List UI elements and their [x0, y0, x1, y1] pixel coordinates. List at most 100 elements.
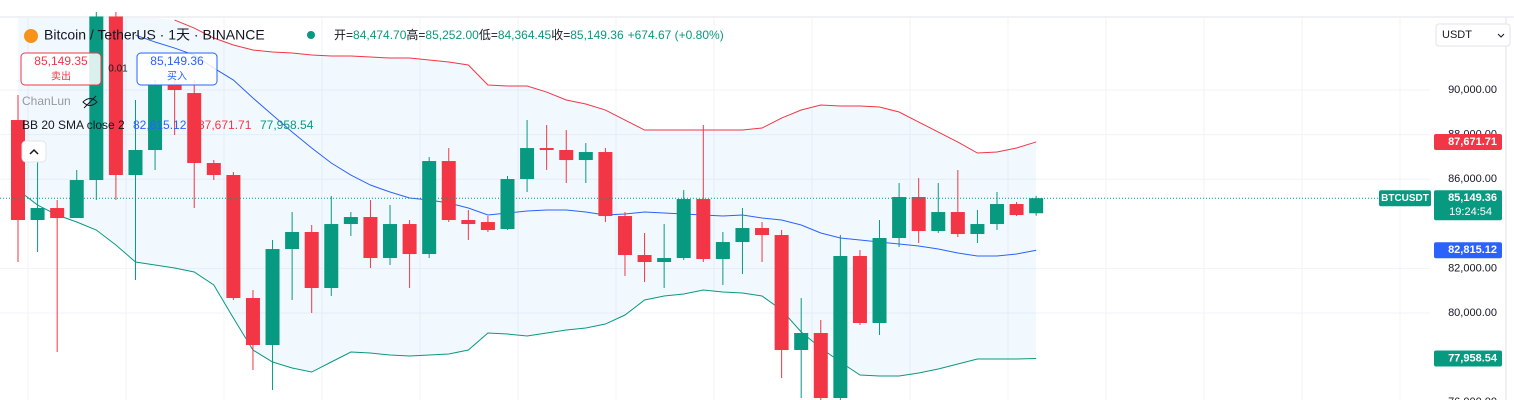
candle-body [245, 298, 260, 346]
buy-label: 买入 [167, 71, 187, 83]
y-tick-label: 90,000.00 [1448, 84, 1497, 96]
candle-body [363, 217, 378, 259]
candle-body [206, 163, 221, 176]
candle-body [715, 242, 730, 260]
candle-body [598, 152, 613, 217]
candle-body [950, 212, 965, 235]
candle-body [187, 93, 202, 164]
candle-body [128, 150, 143, 176]
candle-body [559, 150, 574, 161]
candle-body [578, 152, 593, 161]
spread: 0.01 [108, 64, 128, 75]
candle-body [1009, 204, 1024, 216]
candle-body [833, 256, 848, 399]
eye-slash [83, 95, 97, 109]
candle-body [794, 333, 809, 351]
candle-body [657, 258, 672, 263]
price-badge [1434, 350, 1502, 367]
candle-body [735, 228, 750, 243]
candle-body [755, 228, 770, 236]
band-line [17, 189, 1037, 377]
ohlc-label: 开= [334, 28, 353, 42]
currency-label: USDT [1442, 29, 1472, 41]
candle-body [324, 224, 339, 289]
toolbar [0, 0, 1514, 17]
candle-body [11, 120, 25, 221]
hide-icon[interactable] [82, 95, 98, 109]
candle-body [402, 224, 417, 255]
ticker-badge [1379, 190, 1431, 207]
candle-body [931, 212, 946, 232]
y-tick-label: 82,000.00 [1448, 262, 1497, 274]
candle-body [343, 217, 358, 225]
candle-body [285, 232, 300, 250]
candle-body [500, 179, 515, 230]
ohlc-change: +674.67 (+0.80%) [628, 28, 724, 42]
candle-body [539, 148, 554, 151]
y-tick-label: 76,000.00 [1448, 396, 1497, 400]
candle-body [226, 175, 241, 299]
sell-button[interactable] [20, 52, 102, 86]
buy-button[interactable] [136, 52, 218, 86]
candle-body [852, 256, 867, 324]
currency-select[interactable]: USDT [1435, 23, 1511, 47]
candle-body [813, 333, 828, 399]
price-axis: 76,000.0080,000.0082,000.0086,000.0088,0… [1379, 84, 1502, 400]
collapse-button[interactable] [21, 140, 47, 163]
candle-body [1029, 198, 1044, 214]
ohlc-value: 85,252.00 [425, 28, 479, 42]
candle-body [441, 161, 456, 221]
price-badge-label: 87,671.71 [1448, 136, 1497, 148]
plot [0, 11, 1430, 400]
bb-middle: 82,815.12 [133, 118, 187, 132]
last-price-badge [1434, 190, 1502, 221]
band-line [174, 19, 1037, 154]
candle-body [383, 224, 398, 259]
y-tick-label: 80,000.00 [1448, 307, 1497, 319]
ohlc-label: 收= [551, 28, 570, 42]
collapse-icon [29, 148, 39, 155]
bb-lower: 77,958.54 [260, 118, 314, 132]
indicator-legend: ChanLun BB 20 SMA close 2 82,815.12 87,6… [21, 94, 314, 163]
candle-body [520, 148, 535, 180]
symbol[interactable]: Bitcoin / TetherUS · 1天 · BINANCE [44, 27, 265, 43]
legend-header: Bitcoin / TetherUS · 1天 · BINANCE 开=84,4… [24, 27, 724, 43]
coin-logo [24, 29, 38, 43]
ohlc-values: 开=84,474.70高=85,252.00低=84,364.45收=85,14… [334, 27, 724, 42]
y-tick-label: 86,000.00 [1448, 173, 1497, 185]
candle-body [911, 197, 926, 232]
candle-body [69, 180, 84, 219]
candle-body [990, 204, 1004, 225]
bb-label[interactable]: BB 20 SMA close 2 [22, 118, 125, 132]
candle-body [480, 222, 495, 231]
dropdown-icon [1497, 33, 1505, 38]
candle-body [50, 208, 65, 219]
countdown-label: 19:24:54 [1449, 206, 1492, 218]
candle-body [872, 238, 887, 324]
buy-price: 85,149.36 [150, 54, 204, 68]
bb-upper: 87,671.71 [198, 118, 252, 132]
candle-body [422, 161, 437, 255]
price-badge [1434, 242, 1502, 259]
candle-body [108, 16, 123, 176]
candle-body [970, 224, 985, 235]
currency-box [1435, 23, 1511, 47]
candle-body [676, 199, 691, 259]
candle-body [167, 85, 182, 91]
ticker-label: BTCUSDT [1381, 193, 1429, 204]
trade-panel: 85,149.35 卖出 0.01 85,149.36 买入 [20, 52, 218, 86]
chanlun-label[interactable]: ChanLun [22, 94, 71, 108]
ohlc-label: 低= [479, 28, 498, 42]
price-badge-label: 77,958.54 [1448, 352, 1498, 364]
market-status [307, 31, 315, 39]
last-price-label: 85,149.36 [1448, 192, 1497, 204]
ohlc-value: 84,364.45 [498, 28, 552, 42]
ohlc-value: 84,474.70 [353, 28, 407, 42]
candle-body [892, 197, 907, 239]
candle-body [265, 249, 280, 346]
candle-body [148, 85, 163, 151]
sell-label: 卖出 [51, 70, 71, 83]
candle-body [774, 235, 789, 351]
candle-body [304, 232, 319, 289]
